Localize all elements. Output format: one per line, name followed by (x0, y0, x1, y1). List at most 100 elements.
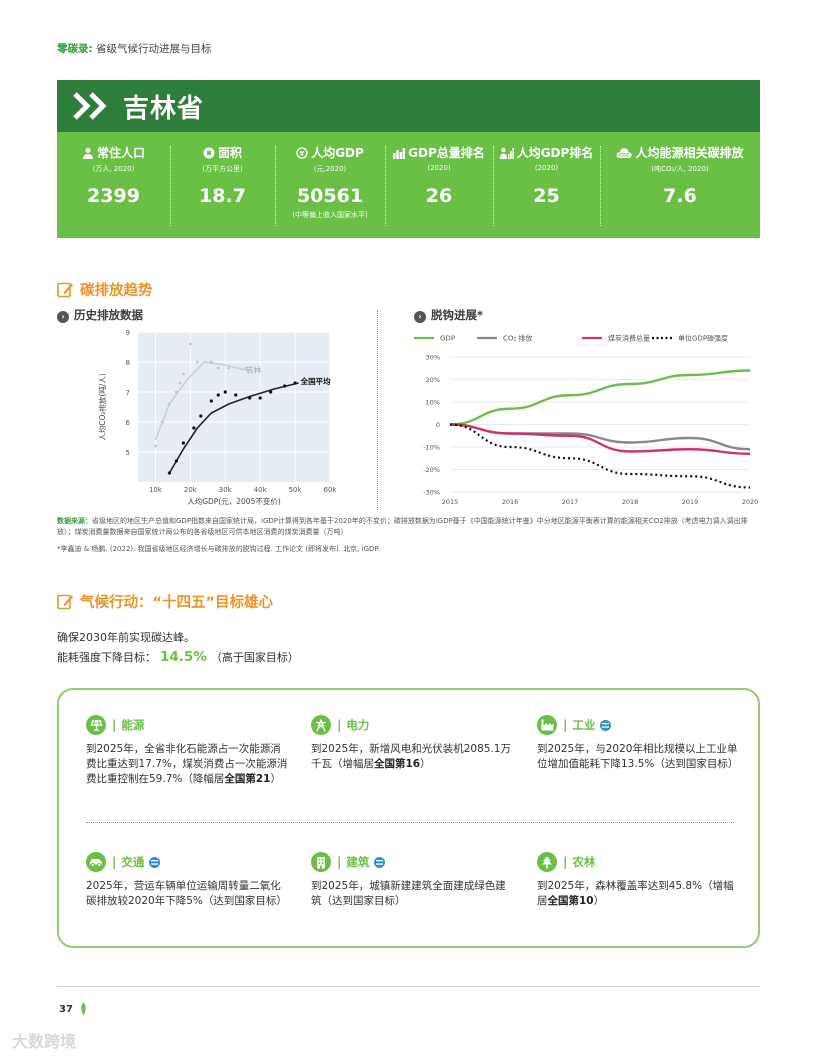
point-jilin (178, 381, 182, 385)
footer-rule (57, 986, 760, 987)
building-icon (311, 852, 331, 872)
chart-title-decoupling: › 脱钩进展* (414, 307, 483, 323)
stat-unit: (万人, 2020) (92, 165, 135, 173)
sector-body: 到2025年，森林覆盖率达到45.8%（增幅居 (537, 880, 734, 907)
point-national (192, 426, 196, 430)
stat-label: 人均GDP (311, 146, 364, 160)
point-national (199, 414, 203, 418)
series-line (449, 369, 751, 426)
stat-gdp-label-row: ¥ 人均GDP (275, 144, 385, 161)
goal-peak: 确保2030年前实现碳达峰。 (57, 631, 195, 644)
factory-icon (537, 715, 557, 735)
sector-targets-box (57, 688, 760, 948)
box-divider (86, 822, 734, 823)
sector-name: 工业 (572, 718, 596, 732)
stats-band: 常住人口 (万人, 2020) 2399 面积 (万平方公里) 18.7 ¥ 人均… (57, 132, 760, 238)
point-national (258, 396, 262, 400)
section-heading-climate-action: 气候行动：“十四五”目标雄心 (57, 591, 273, 612)
stat-carbon-label-row: CO2 人均能源相关碳排放 (600, 144, 760, 161)
series-line (449, 423, 751, 455)
point-national (174, 459, 178, 463)
x-tick-label: 2015 (442, 498, 459, 506)
equals-national-icon (600, 719, 612, 731)
stat-divider (275, 146, 276, 226)
stat-unit: (吨CO₂/人, 2020) (651, 165, 709, 173)
scatter-chart-history: 5 6 7 8 9 10k 20k 30k 40k 50k 60k 人均GDP(元，2005不变价) 人… (97, 329, 337, 506)
sector-name: 交通 (121, 855, 145, 869)
y-tick-label: -10% (423, 444, 440, 452)
stat-area-label-row: 面积 (170, 144, 275, 161)
svg-text:CO2: CO2 (619, 152, 629, 158)
sector-sep: | (337, 718, 342, 732)
stat-area: 面积 (万平方公里) 18.7 (170, 132, 275, 238)
point-jilin (244, 366, 248, 370)
x-tick-label: 20k (184, 486, 198, 494)
stat-note: (中等偏上收入国家水平) (292, 211, 368, 219)
point-jilin (216, 366, 220, 370)
sector-sep: | (112, 855, 117, 869)
stat-label: 常住人口 (96, 146, 145, 160)
stat-population: 常住人口 (万人, 2020) 2399 (57, 132, 170, 238)
legend-label: 煤炭消费总量 (608, 334, 650, 343)
stat-gdp-rank-label-row: GDP总量排名 (385, 144, 493, 161)
sector-body: 到2025年，新增风电和光伏装机2085.1万千瓦（增幅居 (311, 743, 511, 770)
point-national (223, 390, 227, 394)
y-tick-label: 30% (426, 354, 440, 362)
y-tick-label: -30% (423, 489, 440, 497)
column-divider (377, 310, 378, 510)
series-line-national (168, 382, 299, 474)
citation: *李鑫迪 & 杨鹏. (2022). 我国省级地区经济增长与碳排放的脱钩过程. … (57, 545, 380, 553)
stat-value: 50561 (296, 185, 364, 207)
stat-gdp-rank: GDP总量排名 (2020) 26 (385, 132, 493, 238)
sector-rank: 全国第21 (224, 773, 271, 785)
sector-head: | 电力 (311, 714, 516, 736)
area-icon (203, 147, 215, 159)
sector-name: 电力 (346, 718, 370, 732)
point-jilin (209, 360, 213, 364)
y-tick-label: -20% (423, 466, 440, 474)
y-tick-label: 0 (436, 421, 440, 429)
stat-label: 人均GDP排名 (516, 146, 594, 160)
sector-tail: ） (270, 773, 281, 785)
arrow-circle-icon: › (57, 311, 69, 323)
point-national (167, 471, 172, 475)
stat-value: 25 (533, 185, 560, 207)
series-line (449, 423, 751, 489)
running-header: 零碳录: 省级气候行动进展与目标 (57, 41, 212, 56)
section-title: 碳排放趋势 (80, 283, 153, 299)
x-tick-label: 2019 (682, 498, 699, 506)
sector-text: 到2025年，新增风电和光伏装机2085.1万千瓦（增幅居全国第16） (311, 742, 516, 772)
source-text: 省级地区的地区生产总值和GDP指数来自国家统计局，iGDP计算得到各年基于202… (57, 517, 748, 536)
sector-card-forestry: | 农林 到2025年，森林覆盖率达到45.8%（增幅居全国第10） (537, 851, 742, 909)
sector-sep: | (563, 718, 568, 732)
edit-note-icon (57, 282, 73, 298)
edit-note-icon (57, 594, 73, 610)
stat-carbon-per-capita: CO2 人均能源相关碳排放 (吨CO₂/人, 2020) 7.6 (600, 132, 760, 238)
point-jilin (154, 444, 157, 448)
power-tower-icon (311, 715, 331, 735)
x-tick-label: 30k (219, 486, 233, 494)
point-jilin (195, 360, 199, 364)
x-axis-label: 人均GDP(元，2005不变价) (187, 496, 281, 506)
series-label-national: 全国平均 (300, 376, 331, 386)
sector-rank: 全国第16 (374, 758, 421, 770)
stat-unit: (元,2020) (313, 165, 347, 173)
sector-body: 到2025年，城镇新建建筑全面建成绿色建筑（达到国家目标） (311, 880, 506, 907)
equals-national-icon (149, 856, 161, 868)
y-tick-label: 5 (126, 449, 130, 457)
province-title-band: 吉林省 (57, 80, 760, 132)
point-national (216, 393, 220, 397)
stat-population-label-row: 常住人口 (57, 144, 170, 161)
point-jilin (181, 372, 185, 376)
point-jilin (175, 390, 178, 394)
point-jilin (161, 420, 164, 424)
goal-value: 14.5% (160, 649, 207, 665)
equals-national-icon (374, 856, 386, 868)
chart-title-history: › 历史排放数据 (57, 307, 143, 323)
person-icon (82, 148, 93, 159)
car-icon (86, 852, 106, 872)
data-source-note: 数据来源：省级地区的地区生产总值和GDP指数来自国家统计局，iGDP计算得到各年… (57, 516, 762, 538)
solar-panel-icon (86, 715, 106, 735)
sector-sep: | (337, 855, 342, 869)
stat-value: 2399 (87, 185, 140, 207)
